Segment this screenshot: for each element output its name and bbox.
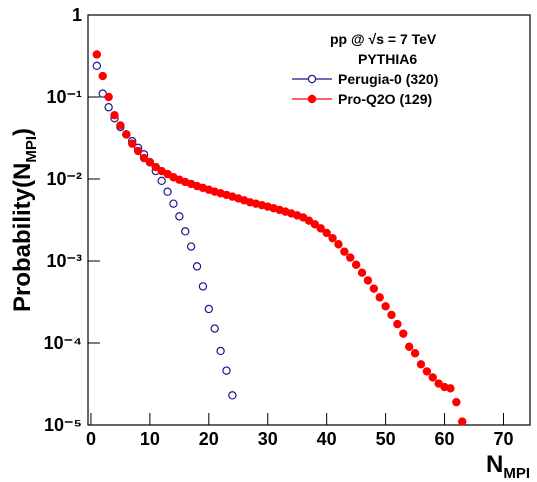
x-tick-label: 40 bbox=[317, 429, 337, 449]
data-point bbox=[322, 228, 331, 238]
data-point bbox=[127, 139, 137, 148]
data-point bbox=[399, 329, 408, 338]
data-point bbox=[133, 146, 143, 156]
data-point bbox=[104, 92, 113, 102]
data-point bbox=[92, 50, 102, 59]
y-tick-label: 10⁻² bbox=[46, 169, 82, 189]
data-point bbox=[452, 397, 461, 407]
x-tick-label: 10 bbox=[140, 429, 160, 449]
data-point bbox=[204, 304, 214, 314]
y-title-sub: MPI bbox=[23, 136, 40, 163]
data-point bbox=[192, 262, 202, 271]
x-tick-label: 0 bbox=[86, 429, 96, 449]
data-point bbox=[328, 233, 337, 243]
y-axis-title: Probability(NMPI) bbox=[9, 128, 40, 312]
x-tick-label: 50 bbox=[376, 429, 396, 449]
data-point bbox=[340, 247, 349, 256]
data-point bbox=[381, 302, 390, 311]
x-tick-label: 20 bbox=[199, 429, 219, 449]
data-point bbox=[316, 224, 325, 233]
data-point bbox=[428, 373, 437, 382]
legend-marker bbox=[307, 74, 317, 84]
data-point bbox=[216, 346, 225, 356]
data-point bbox=[304, 216, 314, 225]
legend-header: PYTHIA6 bbox=[358, 51, 417, 67]
data-point bbox=[116, 121, 125, 130]
data-point bbox=[98, 71, 107, 81]
x-tick-label: 30 bbox=[258, 429, 278, 449]
data-point bbox=[110, 110, 119, 120]
data-point bbox=[186, 242, 196, 251]
data-point bbox=[458, 417, 467, 426]
data-point bbox=[416, 360, 426, 369]
y-title-end: ) bbox=[9, 128, 36, 136]
data-point bbox=[363, 276, 373, 285]
data-point bbox=[181, 227, 190, 236]
x-tick-label: 60 bbox=[435, 429, 455, 449]
x-title-main: N bbox=[486, 451, 503, 478]
data-point bbox=[446, 384, 455, 393]
data-point bbox=[393, 319, 402, 329]
data-point bbox=[387, 310, 396, 320]
data-point bbox=[198, 282, 208, 291]
data-point bbox=[404, 342, 414, 351]
data-point bbox=[228, 391, 237, 400]
x-title-sub: MPI bbox=[503, 465, 530, 482]
data-point bbox=[346, 253, 355, 262]
data-point bbox=[410, 349, 420, 358]
x-axis-title: NMPI bbox=[486, 451, 530, 482]
data-point bbox=[351, 260, 361, 269]
y-title-main: Probability(N bbox=[9, 163, 36, 312]
data-point bbox=[92, 61, 102, 71]
x-tick-label: 70 bbox=[493, 429, 513, 449]
y-tick-label: 10⁻¹ bbox=[46, 87, 82, 107]
data-point bbox=[175, 212, 184, 221]
data-point bbox=[357, 268, 367, 277]
data-point bbox=[104, 103, 113, 112]
legend-header: pp @ √s = 7 TeV bbox=[330, 31, 437, 47]
legend-label: Perugia-0 (320) bbox=[338, 71, 438, 87]
data-point bbox=[310, 220, 320, 229]
data-point bbox=[122, 130, 131, 139]
data-point bbox=[210, 324, 219, 333]
legend-marker bbox=[307, 94, 317, 104]
data-point bbox=[334, 240, 343, 249]
y-tick-label: 10⁻⁴ bbox=[44, 333, 82, 353]
data-point bbox=[375, 293, 384, 302]
data-point bbox=[157, 176, 166, 186]
y-tick-label: 10⁻³ bbox=[46, 251, 82, 271]
y-tick-label: 1 bbox=[72, 5, 82, 25]
y-tick-label: 10⁻⁵ bbox=[44, 415, 82, 435]
data-point bbox=[145, 158, 155, 167]
plot-frame bbox=[87, 14, 531, 426]
legend-label: Pro-Q2O (129) bbox=[338, 91, 432, 107]
data-point bbox=[151, 162, 160, 172]
data-point bbox=[163, 187, 172, 196]
data-point bbox=[169, 199, 178, 208]
data-point bbox=[222, 366, 231, 375]
data-point bbox=[139, 153, 149, 163]
data-point bbox=[369, 284, 379, 293]
data-point bbox=[422, 367, 432, 376]
